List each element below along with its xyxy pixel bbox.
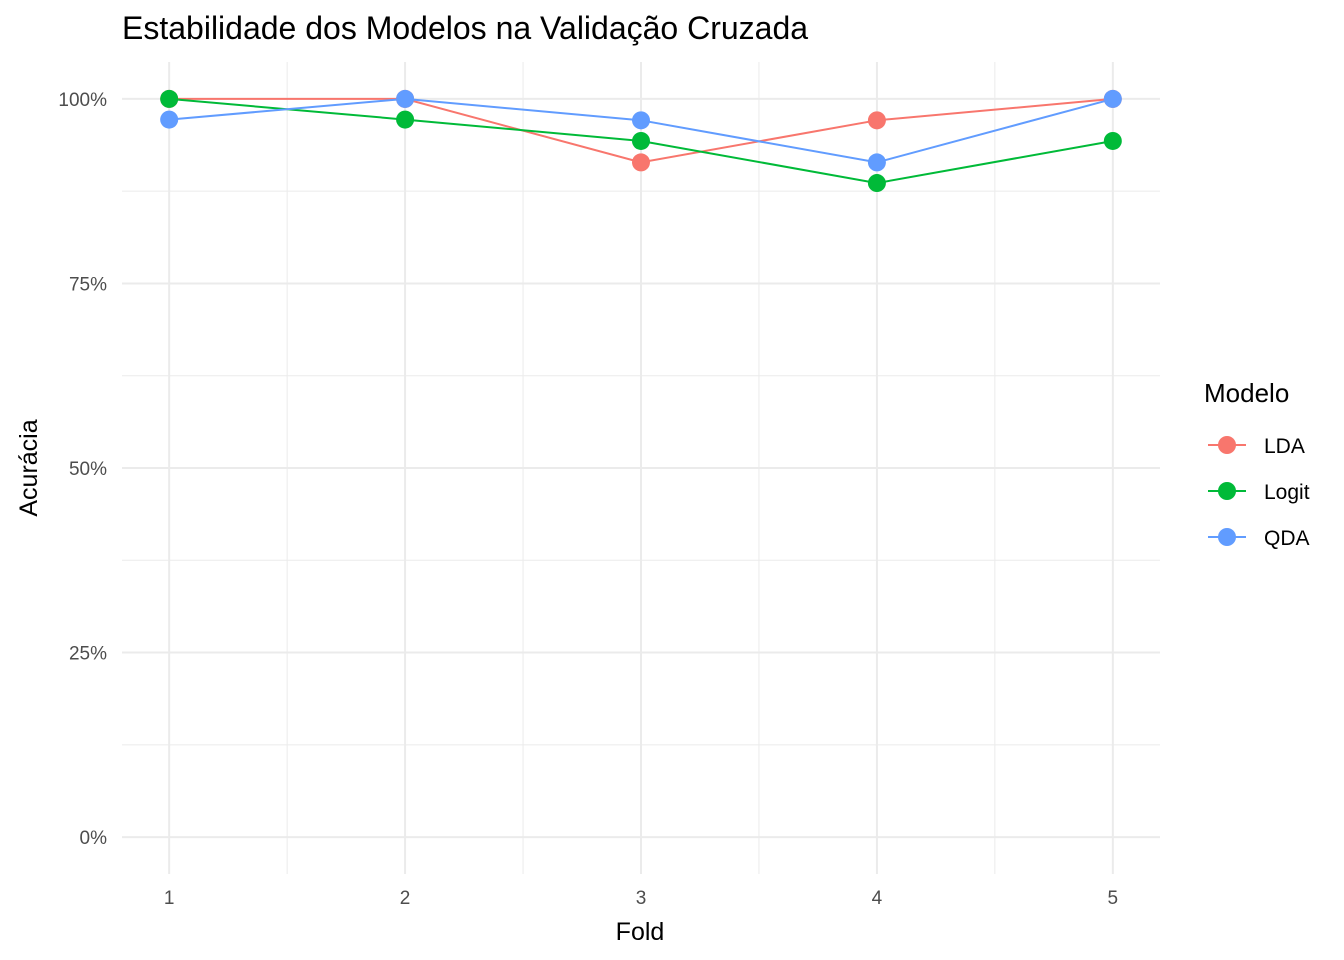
x-axis-title: Fold	[616, 918, 665, 946]
chart-title: Estabilidade dos Modelos na Validação Cr…	[122, 10, 809, 46]
data-point-lda	[632, 153, 650, 172]
legend-label: LDA	[1264, 435, 1305, 458]
legend-key-marker	[1218, 528, 1236, 546]
data-point-logit	[160, 89, 179, 108]
data-point-qda	[160, 110, 179, 129]
data-point-qda	[867, 153, 886, 172]
data-point-logit	[396, 110, 415, 129]
legend-key-marker	[1218, 482, 1236, 500]
y-tick-label: 100%	[58, 90, 107, 111]
data-point-logit	[632, 131, 650, 150]
x-tick-label: 5	[1108, 888, 1119, 909]
x-tick-label: 1	[164, 888, 175, 909]
x-tick-label: 4	[872, 888, 883, 909]
series-points	[160, 89, 1122, 193]
y-tick-label: 50%	[69, 459, 107, 480]
legend-title: Modelo	[1204, 378, 1289, 408]
legend: Modelo LDA Logit QDA	[1204, 378, 1310, 550]
legend-label: Logit	[1264, 481, 1310, 504]
grid-major	[122, 62, 1160, 874]
data-point-qda	[396, 89, 415, 108]
legend-item-logit: Logit	[1208, 481, 1310, 504]
data-point-qda	[632, 111, 650, 130]
y-tick-label: 0%	[80, 828, 108, 849]
y-axis-title: Acurácia	[15, 419, 43, 516]
legend-item-qda: QDA	[1208, 527, 1310, 550]
legend-label: QDA	[1264, 527, 1310, 550]
x-tick-label: 2	[400, 888, 411, 909]
legend-item-lda: LDA	[1208, 435, 1305, 458]
y-axis-tick-labels: 0% 25% 50% 75% 100%	[58, 90, 107, 849]
x-tick-label: 3	[636, 888, 647, 909]
data-point-logit	[867, 174, 886, 193]
data-point-logit	[1103, 131, 1122, 150]
data-point-qda	[1103, 89, 1122, 108]
data-point-lda	[867, 111, 886, 130]
y-tick-label: 75%	[69, 274, 107, 295]
y-tick-label: 25%	[69, 644, 107, 665]
x-axis-tick-labels: 1 2 3 4 5	[164, 888, 1118, 909]
legend-key-marker	[1218, 436, 1236, 454]
